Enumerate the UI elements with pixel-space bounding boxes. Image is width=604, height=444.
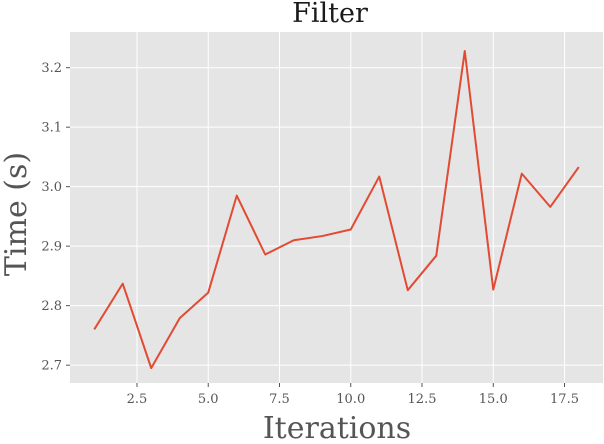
y-tick-label: 3.2 <box>41 61 62 76</box>
y-axis-label: Time (s) <box>0 152 34 276</box>
x-tick-label: 2.5 <box>127 392 148 407</box>
x-tick-label: 15.0 <box>479 392 508 407</box>
x-axis-label: Iterations <box>263 411 411 444</box>
x-tick-label: 5.0 <box>198 392 219 407</box>
y-tick-label: 2.8 <box>41 299 62 314</box>
chart-title: Filter <box>292 0 368 29</box>
x-tick-label: 17.5 <box>550 392 579 407</box>
x-tick-label: 12.5 <box>408 392 437 407</box>
series-layer <box>93 50 580 370</box>
y-tick-label: 2.9 <box>41 240 62 255</box>
y-tick-label: 3.1 <box>41 121 62 136</box>
y-tick-label: 2.7 <box>41 359 62 374</box>
plot-area <box>70 32 603 383</box>
grid-lines <box>70 32 603 383</box>
x-tick-label: 10.0 <box>336 392 365 407</box>
x-tick-label: 7.5 <box>269 392 290 407</box>
axis-ticks: 2.5 5.0 7.5 10.0 12.5 15.0 17.5 2.7 2.8 2.9 3.0 3.1… <box>41 61 579 407</box>
series-line <box>93 50 580 370</box>
y-tick-label: 3.0 <box>41 180 62 195</box>
